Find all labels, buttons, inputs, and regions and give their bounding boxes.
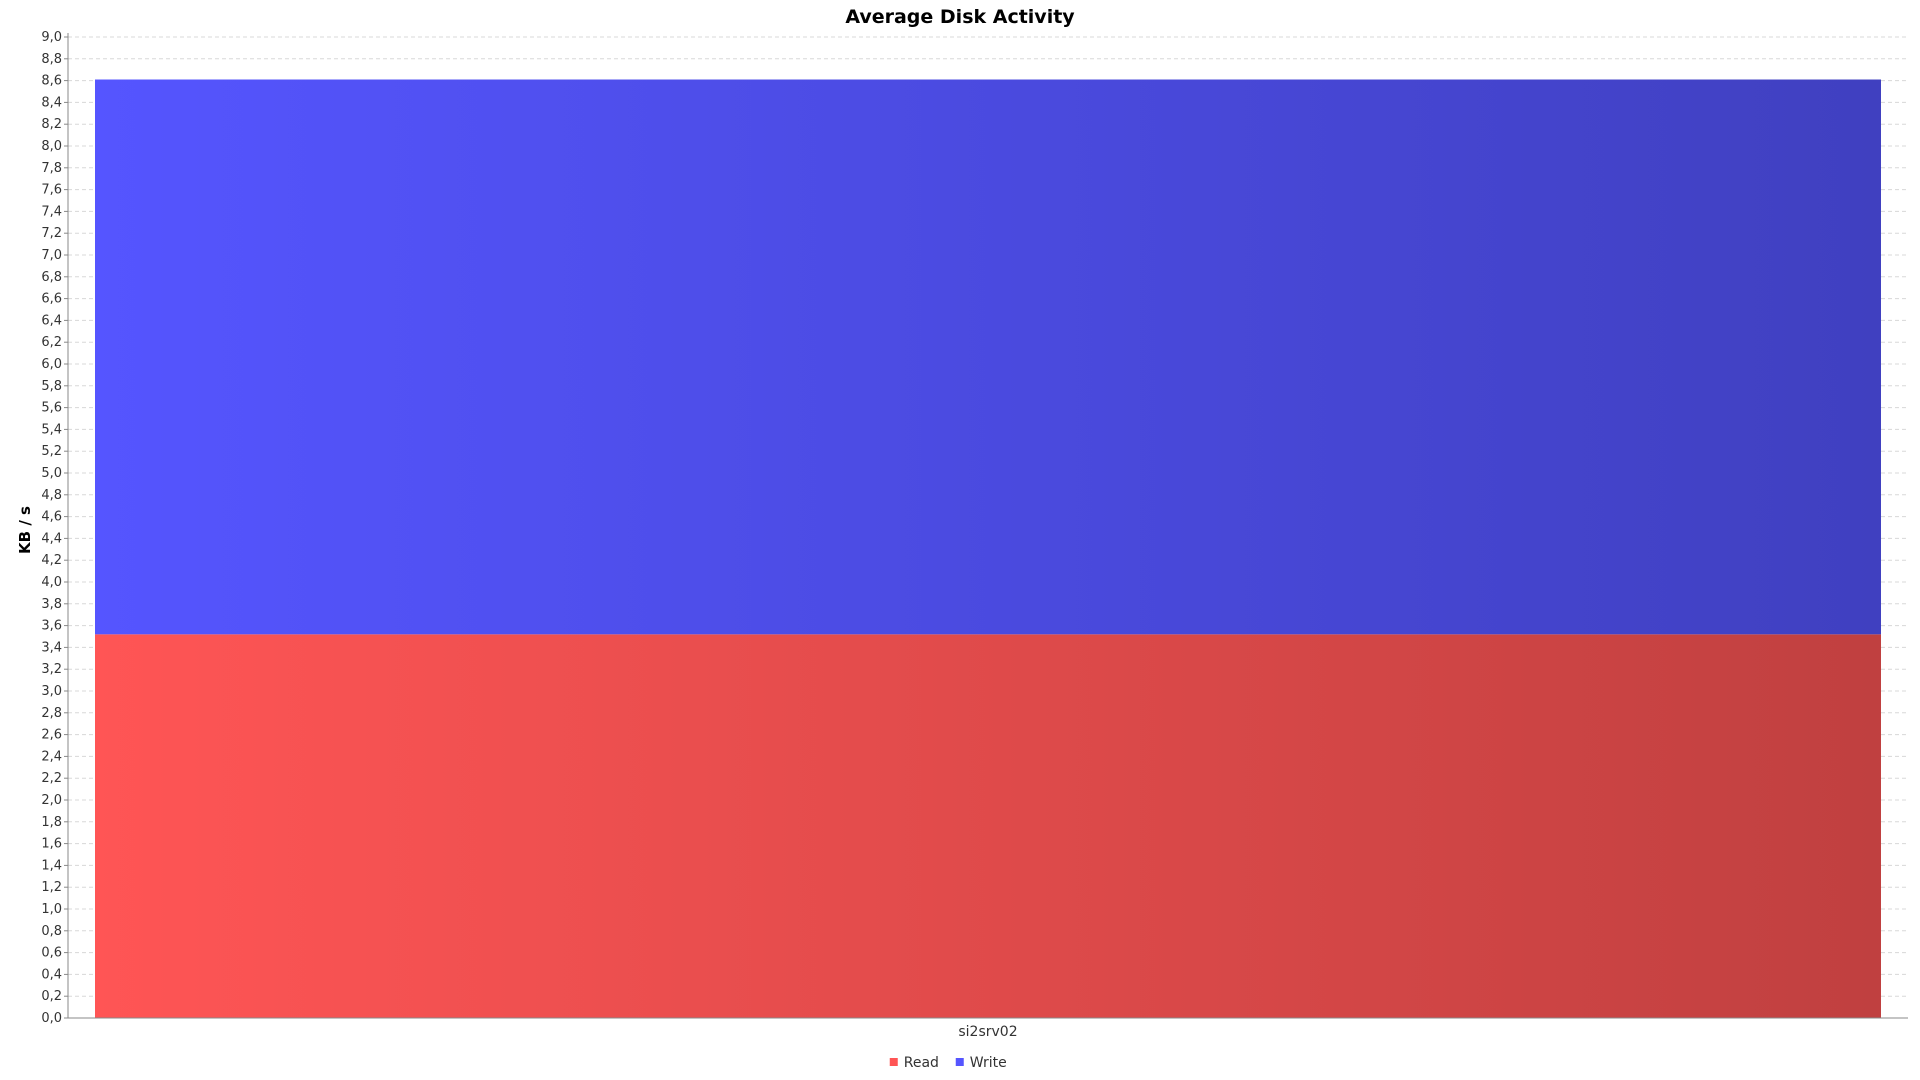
y-tick-label: 5,0 bbox=[41, 466, 62, 481]
y-tick-label: 6,6 bbox=[41, 292, 62, 307]
y-tick-label: 3,8 bbox=[41, 597, 62, 612]
y-tick-label: 2,8 bbox=[41, 706, 62, 721]
y-tick-label: 8,6 bbox=[41, 74, 62, 89]
y-tick-label: 8,8 bbox=[41, 52, 62, 67]
y-tick-label: 8,4 bbox=[41, 95, 62, 110]
y-tick-label: 9,0 bbox=[41, 30, 62, 45]
y-tick-label: 5,2 bbox=[41, 444, 62, 459]
y-axis-title: KB / s bbox=[16, 506, 34, 554]
y-tick-label: 6,2 bbox=[41, 335, 62, 350]
y-tick-label: 2,6 bbox=[41, 728, 62, 743]
legend-label-read: Read bbox=[904, 1055, 939, 1071]
y-tick-label: 7,4 bbox=[41, 204, 62, 219]
y-tick-label: 4,4 bbox=[41, 531, 62, 546]
y-tick-label: 1,2 bbox=[41, 880, 62, 895]
y-tick-label: 4,2 bbox=[41, 553, 62, 568]
bar-write-si2srv02 bbox=[95, 79, 1881, 635]
y-tick-label: 0,0 bbox=[41, 1011, 62, 1026]
y-tick-label: 5,6 bbox=[41, 401, 62, 416]
y-tick-label: 6,4 bbox=[41, 313, 62, 328]
y-tick-label: 3,2 bbox=[41, 662, 62, 677]
legend: Read Write bbox=[889, 1055, 1007, 1071]
y-tick-label: 6,0 bbox=[41, 357, 62, 372]
y-tick-label: 3,0 bbox=[41, 684, 62, 699]
y-tick-label: 1,4 bbox=[41, 858, 62, 873]
bar-read-si2srv02 bbox=[95, 634, 1881, 1018]
y-tick-label: 0,8 bbox=[41, 924, 62, 939]
y-tick-label: 2,0 bbox=[41, 793, 62, 808]
x-axis-categories: si2srv02 bbox=[958, 1024, 1017, 1040]
legend-swatch-write bbox=[955, 1058, 964, 1066]
y-tick-label: 1,8 bbox=[41, 815, 62, 830]
x-category-label: si2srv02 bbox=[958, 1024, 1017, 1040]
y-tick-label: 2,4 bbox=[41, 749, 62, 764]
y-tick-label: 2,2 bbox=[41, 771, 62, 786]
y-tick-label: 4,0 bbox=[41, 575, 62, 590]
y-tick-label: 0,4 bbox=[41, 967, 62, 982]
y-tick-label: 5,4 bbox=[41, 422, 62, 437]
y-tick-label: 7,8 bbox=[41, 161, 62, 176]
y-tick-label: 3,4 bbox=[41, 640, 62, 655]
y-tick-label: 3,6 bbox=[41, 619, 62, 634]
y-tick-label: 1,0 bbox=[41, 902, 62, 917]
y-tick-label: 0,2 bbox=[41, 989, 62, 1004]
y-tick-label: 4,8 bbox=[41, 488, 62, 503]
y-tick-label: 7,2 bbox=[41, 226, 62, 241]
legend-label-write: Write bbox=[970, 1055, 1007, 1071]
y-tick-label: 1,6 bbox=[41, 837, 62, 852]
y-tick-label: 6,8 bbox=[41, 270, 62, 285]
y-axis-ticks: 0,0 0,2 0,4 0,6 0,8 1,0 1,2 1,4 1,6 1,8 2,0 2,2 2,4 2… bbox=[41, 30, 68, 1026]
y-tick-label: 8,2 bbox=[41, 117, 62, 132]
legend-swatch-read bbox=[889, 1058, 898, 1066]
bars bbox=[95, 79, 1881, 1018]
y-tick-label: 4,6 bbox=[41, 510, 62, 525]
chart-title: Average Disk Activity bbox=[845, 6, 1075, 28]
y-tick-label: 8,0 bbox=[41, 139, 62, 154]
y-tick-label: 7,6 bbox=[41, 183, 62, 198]
y-tick-label: 7,0 bbox=[41, 248, 62, 263]
y-tick-label: 5,8 bbox=[41, 379, 62, 394]
y-tick-label: 0,6 bbox=[41, 946, 62, 961]
axes bbox=[67, 33, 1908, 1019]
